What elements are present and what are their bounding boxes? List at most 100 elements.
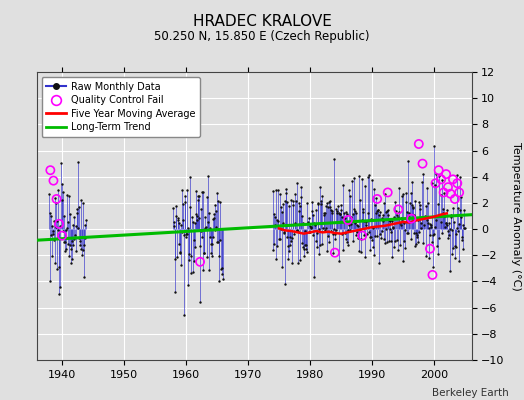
Point: [276, 191, 284, 198]
Point: [373, 233, 381, 240]
Point: [214, 238, 222, 245]
Point: [311, 222, 320, 228]
Point: [195, 299, 204, 305]
Point: [178, 229, 186, 236]
Point: [171, 256, 180, 263]
Point: [176, 248, 184, 255]
Point: [334, 210, 343, 216]
Point: [419, 240, 427, 246]
Point: [366, 247, 374, 254]
Point: [303, 200, 311, 207]
Point: [61, 227, 70, 234]
Point: [354, 223, 363, 230]
Point: [417, 220, 425, 226]
Point: [434, 201, 443, 207]
Point: [58, 228, 67, 234]
Point: [282, 234, 291, 240]
Point: [430, 143, 438, 150]
Point: [333, 208, 342, 214]
Point: [212, 224, 220, 230]
Point: [47, 212, 56, 219]
Point: [296, 203, 304, 210]
Point: [391, 238, 400, 244]
Point: [393, 212, 401, 218]
Point: [323, 233, 332, 239]
Point: [324, 239, 333, 246]
Point: [183, 187, 192, 194]
Point: [302, 246, 311, 253]
Point: [363, 231, 371, 237]
Point: [338, 214, 346, 220]
Point: [306, 223, 314, 229]
Point: [368, 224, 377, 231]
Point: [71, 232, 79, 238]
Point: [405, 210, 413, 216]
Point: [460, 207, 468, 214]
Point: [190, 220, 199, 226]
Point: [439, 210, 447, 216]
Point: [337, 231, 346, 238]
Point: [276, 204, 285, 210]
Legend: Raw Monthly Data, Quality Control Fail, Five Year Moving Average, Long-Term Tren: Raw Monthly Data, Quality Control Fail, …: [41, 77, 200, 137]
Point: [298, 213, 306, 219]
Point: [358, 217, 366, 223]
Point: [394, 213, 402, 220]
Point: [185, 257, 193, 263]
Point: [76, 238, 84, 244]
Point: [187, 270, 195, 276]
Point: [455, 189, 463, 196]
Point: [217, 266, 225, 272]
Point: [454, 258, 463, 264]
Point: [54, 186, 63, 193]
Point: [461, 225, 469, 231]
Point: [59, 189, 67, 196]
Point: [424, 225, 433, 231]
Point: [177, 261, 185, 268]
Point: [373, 196, 381, 202]
Point: [414, 141, 423, 147]
Point: [177, 222, 185, 228]
Point: [391, 199, 399, 205]
Point: [390, 214, 399, 220]
Point: [450, 255, 458, 261]
Point: [379, 218, 387, 224]
Point: [398, 216, 406, 222]
Point: [434, 251, 442, 258]
Point: [297, 184, 305, 190]
Point: [181, 193, 190, 199]
Point: [433, 242, 441, 249]
Point: [213, 190, 222, 196]
Point: [431, 180, 440, 186]
Point: [421, 252, 430, 259]
Point: [413, 238, 422, 245]
Point: [294, 260, 302, 266]
Point: [437, 218, 445, 225]
Point: [171, 289, 179, 296]
Point: [406, 190, 414, 196]
Point: [352, 210, 361, 216]
Point: [410, 198, 419, 204]
Point: [444, 235, 453, 241]
Point: [277, 226, 285, 232]
Point: [196, 242, 204, 249]
Point: [375, 212, 384, 218]
Point: [180, 232, 188, 239]
Point: [291, 190, 299, 197]
Point: [454, 204, 462, 211]
Point: [313, 243, 322, 250]
Point: [293, 227, 301, 234]
Point: [184, 282, 193, 288]
Point: [395, 208, 403, 215]
Point: [431, 181, 439, 188]
Point: [347, 220, 355, 227]
Point: [434, 167, 443, 173]
Point: [344, 242, 352, 248]
Point: [387, 229, 396, 235]
Point: [214, 198, 223, 204]
Point: [336, 210, 344, 217]
Point: [79, 200, 88, 206]
Point: [283, 199, 291, 206]
Point: [62, 246, 70, 252]
Point: [185, 204, 194, 210]
Point: [440, 213, 449, 219]
